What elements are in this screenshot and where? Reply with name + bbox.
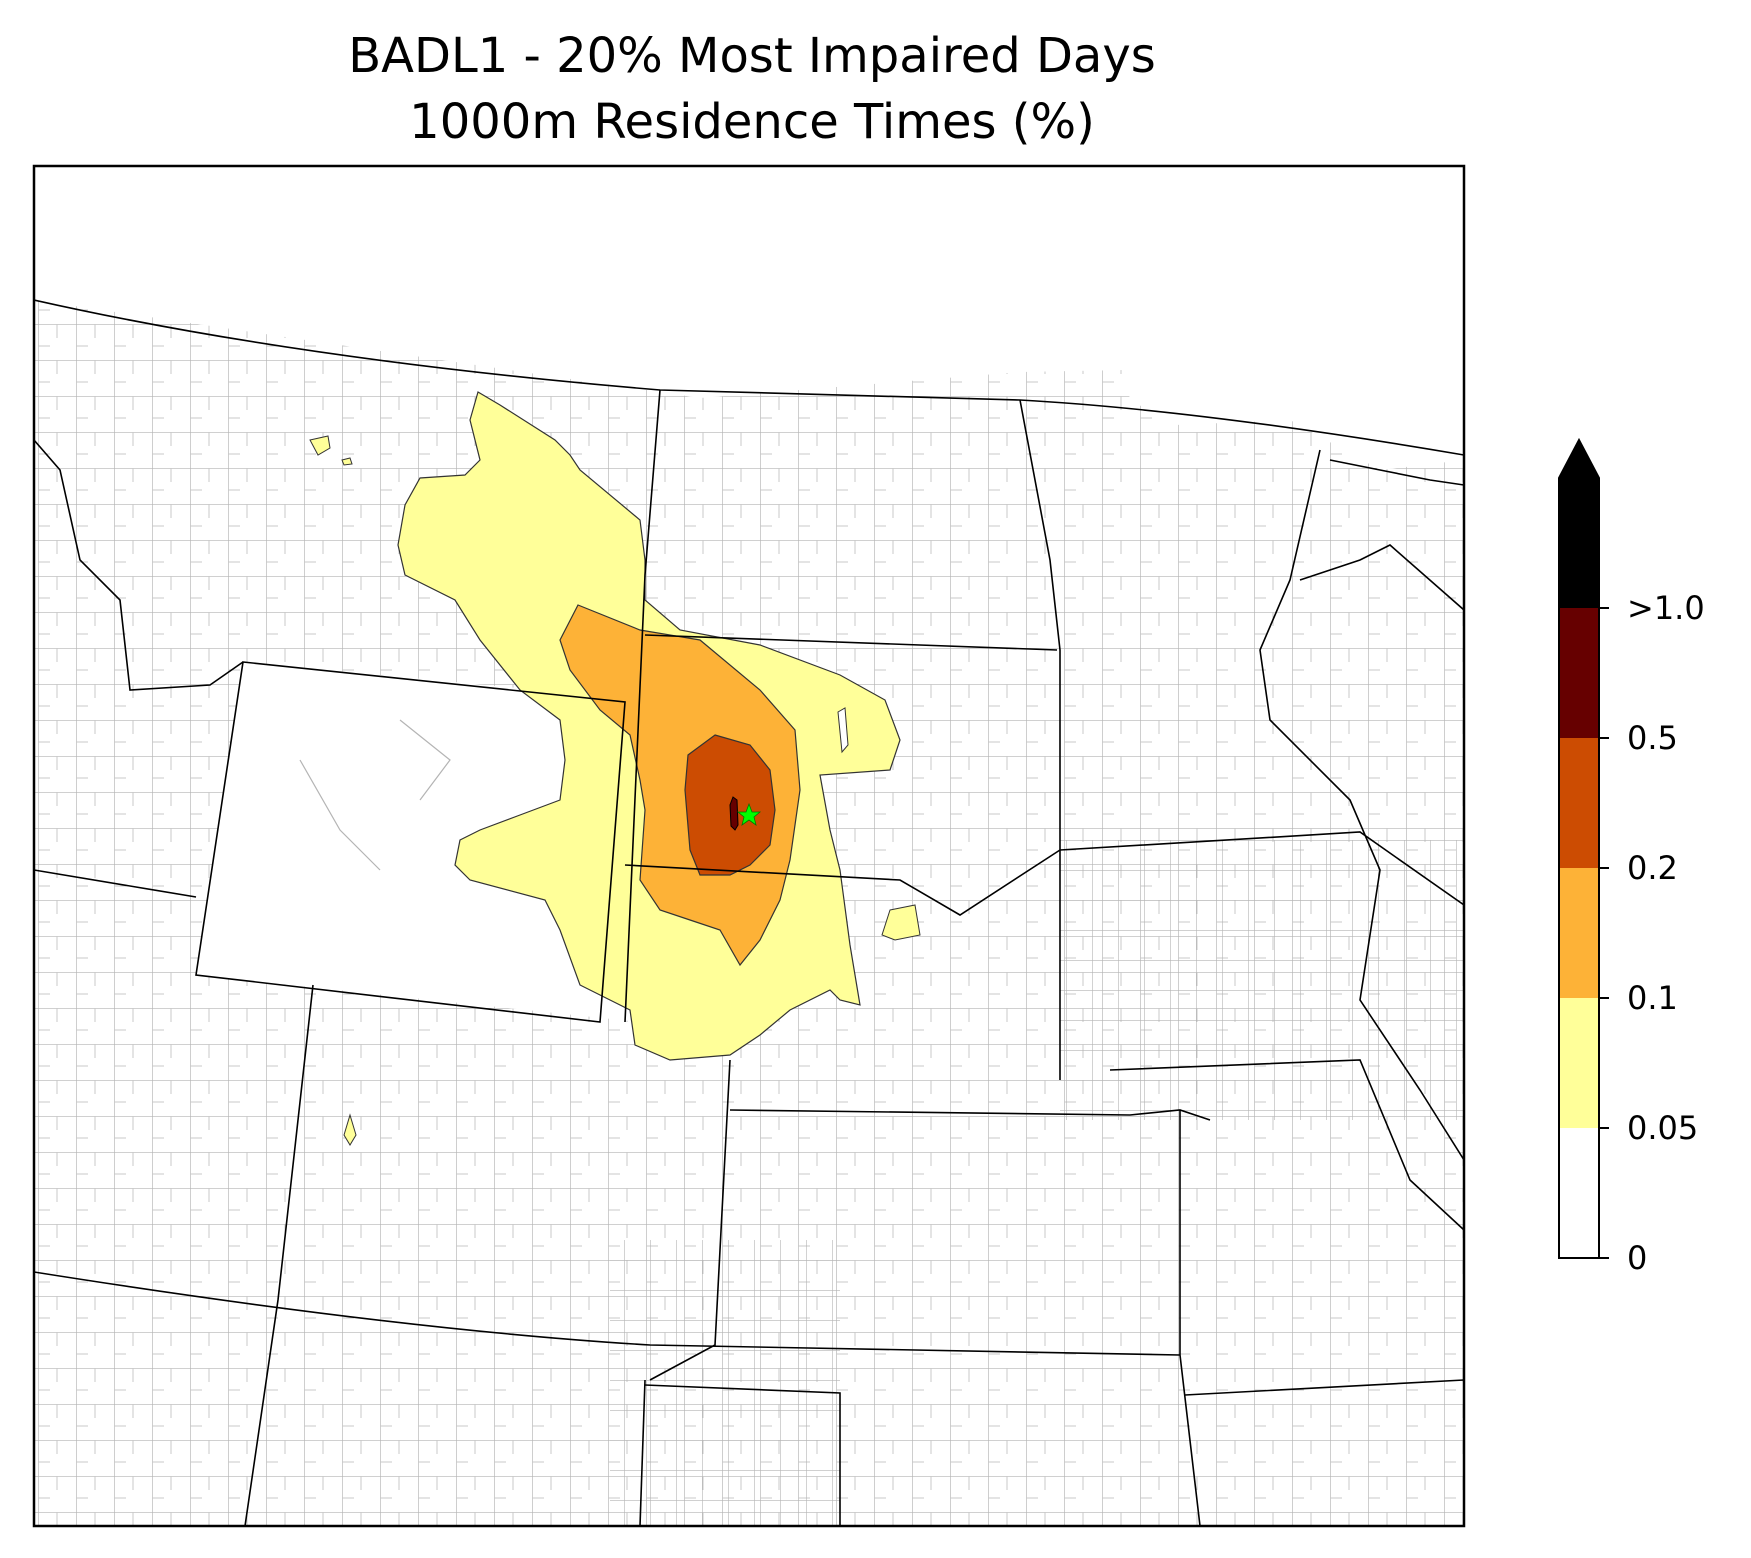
co-ks-border — [649, 1059, 731, 1381]
ia-mo-border — [1109, 1059, 1464, 1231]
residence-contours — [309, 391, 921, 1146]
basemap — [34, 166, 1464, 1526]
colorbar — [1558, 437, 1609, 1259]
contour-0-1 — [559, 604, 801, 967]
colorbar-tick-label: 0.1 — [1627, 979, 1678, 1017]
patch-north — [309, 435, 331, 456]
ok-panhandle-border — [644, 1384, 841, 1526]
south-border — [34, 1271, 1181, 1356]
mn-ia-border — [1059, 831, 1464, 906]
ne-ks-border — [729, 1109, 1211, 1121]
colorbar-outline — [1558, 437, 1600, 1259]
contour-hole — [837, 707, 849, 754]
id-border — [34, 869, 197, 898]
ok-mo-border — [1184, 1379, 1464, 1396]
mt-nd-sd-border — [624, 389, 661, 1023]
colorbar-tick-label: 0 — [1627, 1239, 1648, 1277]
colorbar-segment — [1559, 608, 1599, 738]
colorbar-extend-arrow — [1559, 440, 1599, 608]
colorbar-segment — [1559, 1128, 1599, 1258]
contour-0-5 — [729, 796, 739, 831]
sd-ne-border — [624, 849, 1061, 916]
patch-southwest — [343, 1113, 357, 1146]
colorbar-tick-label: >1.0 — [1627, 589, 1705, 627]
state-borders — [34, 299, 1464, 1526]
colorbar-tick-label: 0.2 — [1627, 849, 1678, 887]
mississippi-river — [1259, 449, 1464, 1161]
map-frame — [32, 164, 1466, 1528]
id-mt-border — [34, 439, 244, 691]
nd-mn-border — [1019, 399, 1061, 1080]
map-title: BADL1 - 20% Most Impaired Days — [348, 28, 1156, 84]
canada-border — [34, 299, 1464, 456]
nd-sd-border — [644, 634, 1058, 651]
wyoming-border — [195, 661, 626, 1023]
patch-east — [881, 904, 921, 941]
ut-co-border — [244, 984, 314, 1526]
map-subtitle: 1000m Residence Times (%) — [409, 94, 1095, 150]
lake-superior-shore — [1329, 459, 1464, 486]
colorbar-segment — [1559, 868, 1599, 998]
site-star-icon — [736, 802, 762, 826]
colorbar-tick-label: 0.5 — [1627, 719, 1678, 757]
colorbar-tick-label: 0.05 — [1627, 1109, 1699, 1147]
patch-north-small — [341, 457, 353, 466]
colorbar-segment — [1559, 998, 1599, 1128]
wi-border — [1299, 544, 1464, 611]
nm-ok-border — [639, 1379, 646, 1526]
colorbar-segment — [1559, 738, 1599, 868]
